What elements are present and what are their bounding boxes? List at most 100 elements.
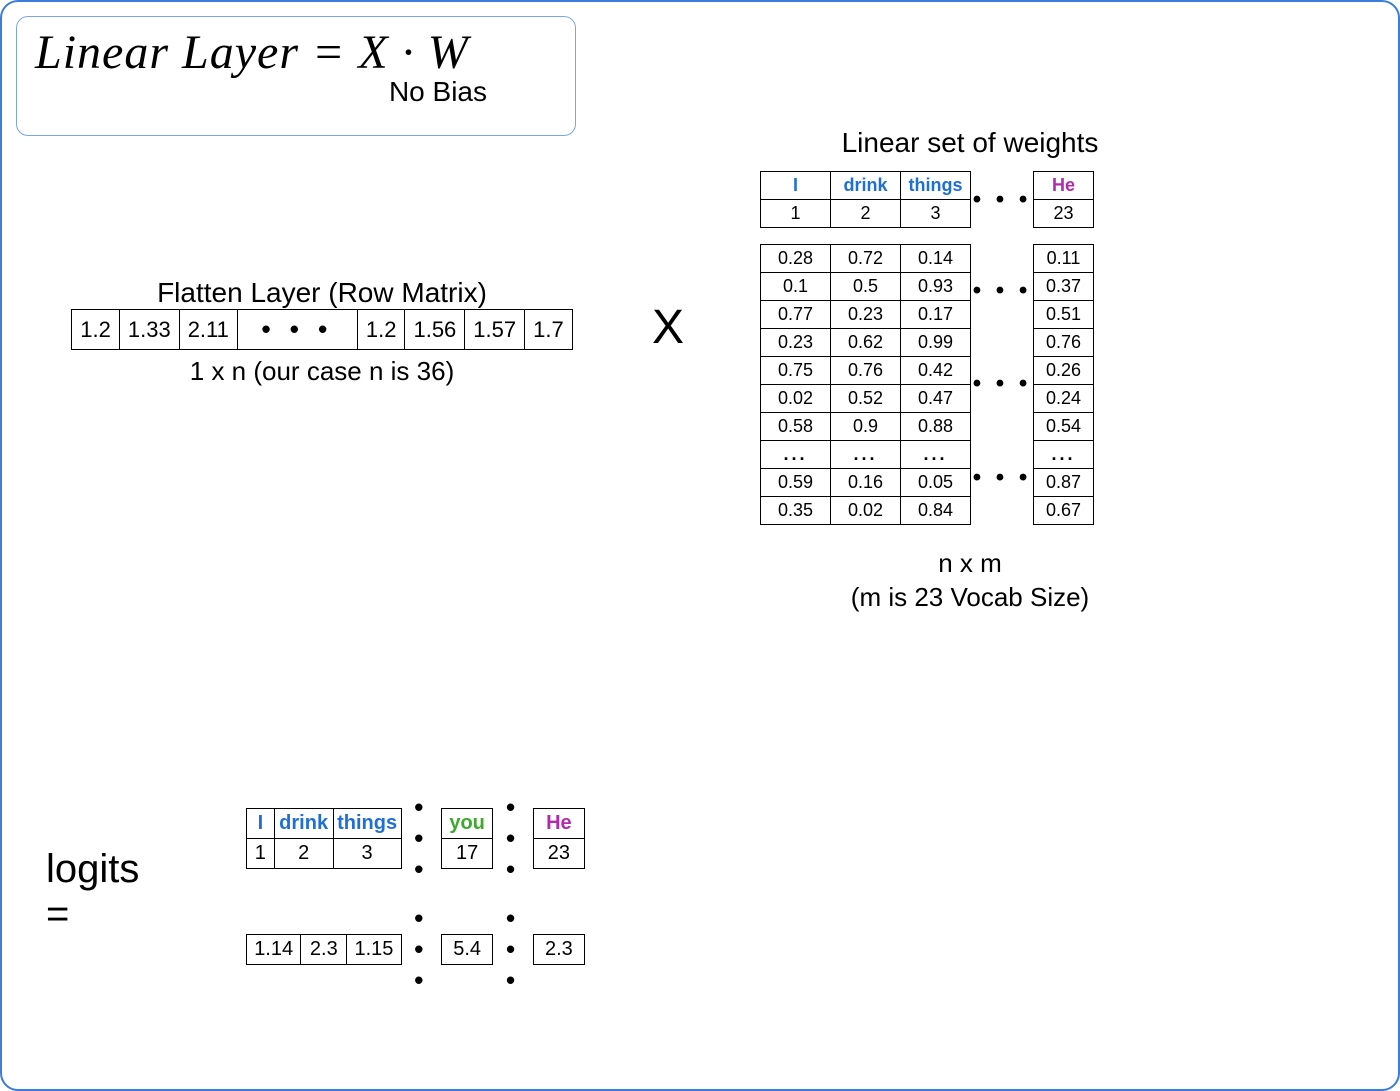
ellipsis-icon: • • • xyxy=(971,277,1033,305)
logits-values: 1.14 2.3 1.15 • • • 5.4 • • • 2.3 xyxy=(246,903,585,996)
logits-idx: 3 xyxy=(333,839,401,869)
weights-cell: 0.76 xyxy=(831,357,901,385)
weights-cell: 0.59 xyxy=(761,469,831,497)
weights-header-main: I drink things 1 2 3 xyxy=(760,171,971,228)
weights-cell: 0.26 xyxy=(1034,357,1094,385)
weights-section: Linear set of weights I drink things 1 2… xyxy=(760,127,1180,615)
weights-word: I xyxy=(761,172,831,200)
weights-cell: ... xyxy=(831,441,901,469)
logits-val: 1.14 xyxy=(247,935,301,965)
logits-val: 2.3 xyxy=(533,935,585,965)
weights-cell: 0.54 xyxy=(1034,413,1094,441)
weights-sub2: (m is 23 Vocab Size) xyxy=(851,582,1089,612)
weights-cell: 0.23 xyxy=(761,329,831,357)
flatten-cell: 1.7 xyxy=(525,310,573,350)
weights-last-table: 0.110.370.510.760.260.240.54...0.870.67 xyxy=(1033,244,1094,525)
weights-cell: 0.24 xyxy=(1034,385,1094,413)
weights-cell: 0.76 xyxy=(1034,329,1094,357)
weights-cell: 0.77 xyxy=(761,301,831,329)
ellipsis-icon: • • • xyxy=(971,186,1033,214)
weights-cell: 0.58 xyxy=(761,413,831,441)
ellipsis-icon: • • • xyxy=(493,792,532,885)
logits-val-mid: 5.4 xyxy=(441,934,494,965)
weights-idx: 1 xyxy=(761,200,831,228)
flatten-ellipsis: • • • xyxy=(237,310,357,350)
weights-cell: 0.1 xyxy=(761,273,831,301)
weights-cell: 0.35 xyxy=(761,497,831,525)
weights-cell: 0.75 xyxy=(761,357,831,385)
weights-cell: 0.28 xyxy=(761,245,831,273)
weights-cell: 0.02 xyxy=(761,385,831,413)
logits-val: 1.15 xyxy=(347,935,401,965)
weights-cell: 0.14 xyxy=(901,245,971,273)
flatten-cell: 1.56 xyxy=(405,310,465,350)
weights-cell: 0.93 xyxy=(901,273,971,301)
weights-cell: 0.72 xyxy=(831,245,901,273)
logits-val: 2.3 xyxy=(301,935,347,965)
logits-word: you xyxy=(441,809,493,839)
weights-cell: 0.37 xyxy=(1034,273,1094,301)
weights-word: things xyxy=(901,172,971,200)
formula-box: Linear Layer = X · W No Bias xyxy=(16,16,576,136)
ellipsis-icon: • • • xyxy=(402,903,441,996)
weights-cell: 0.67 xyxy=(1034,497,1094,525)
formula-sub: No Bias xyxy=(35,76,557,108)
weights-cell: ... xyxy=(761,441,831,469)
weights-cell: 0.62 xyxy=(831,329,901,357)
weights-idx: 3 xyxy=(901,200,971,228)
weights-main-table: 0.280.720.140.10.50.930.770.230.170.230.… xyxy=(760,244,971,525)
logits-label: logits = xyxy=(46,847,139,937)
flatten-title: Flatten Layer (Row Matrix) xyxy=(42,277,602,309)
weights-word: He xyxy=(1034,172,1094,200)
ellipsis-icon: • • • xyxy=(493,903,532,996)
weights-idx: 2 xyxy=(831,200,901,228)
weights-cell: 0.87 xyxy=(1034,469,1094,497)
flatten-section: Flatten Layer (Row Matrix) 1.2 1.33 2.11… xyxy=(42,277,602,387)
flatten-cell: 1.2 xyxy=(72,310,120,350)
weights-word: drink xyxy=(831,172,901,200)
ellipsis-icon: • • • xyxy=(971,464,1033,492)
logits-word: He xyxy=(533,809,585,839)
flatten-cell: 1.2 xyxy=(357,310,405,350)
ellipsis-icon: • • • xyxy=(971,370,1033,398)
logits-val: 5.4 xyxy=(441,935,493,965)
logits-idx: 1 xyxy=(247,839,275,869)
logits-body: I drink things 1 2 3 • • • you 17 • • • xyxy=(246,792,585,996)
formula-text: Linear Layer = X · W xyxy=(35,25,557,80)
weights-cell: 0.99 xyxy=(901,329,971,357)
weights-cell: 0.52 xyxy=(831,385,901,413)
flatten-sub: 1 x n (our case n is 36) xyxy=(42,356,602,387)
logits-word: I xyxy=(247,809,275,839)
weights-title: Linear set of weights xyxy=(760,127,1180,159)
weights-cell: 0.5 xyxy=(831,273,901,301)
weights-cell: 0.9 xyxy=(831,413,901,441)
weights-cell: 0.05 xyxy=(901,469,971,497)
weights-header: I drink things 1 2 3 • • • He 23 xyxy=(760,171,1180,228)
logits-idx: 23 xyxy=(533,839,585,869)
weights-body: 0.280.720.140.10.50.930.770.230.170.230.… xyxy=(760,244,1180,525)
weights-cell: 0.02 xyxy=(831,497,901,525)
logits-val-main: 1.14 2.3 1.15 xyxy=(246,934,402,965)
flatten-cell: 1.57 xyxy=(465,310,525,350)
diagram-canvas: Linear Layer = X · W No Bias Flatten Lay… xyxy=(0,0,1400,1091)
weights-cell: 0.16 xyxy=(831,469,901,497)
weights-cell: 0.23 xyxy=(831,301,901,329)
weights-cell: 0.47 xyxy=(901,385,971,413)
weights-sub1: n x m xyxy=(938,548,1002,578)
logits-head-main: I drink things 1 2 3 xyxy=(246,808,402,869)
weights-idx: 23 xyxy=(1034,200,1094,228)
ellipsis-icon: • • • xyxy=(402,792,441,885)
logits-word: things xyxy=(333,809,401,839)
weights-cell: ... xyxy=(1034,441,1094,469)
weights-cell: 0.84 xyxy=(901,497,971,525)
logits-idx: 2 xyxy=(274,839,333,869)
weights-cell: ... xyxy=(901,441,971,469)
weights-cell: 0.42 xyxy=(901,357,971,385)
logits-val-last: 2.3 xyxy=(533,934,586,965)
logits-head-mid: you 17 xyxy=(441,808,494,869)
logits-idx: 17 xyxy=(441,839,493,869)
weights-header-last: He 23 xyxy=(1033,171,1094,228)
logits-header: I drink things 1 2 3 • • • you 17 • • • xyxy=(246,792,585,885)
weights-cell: 0.88 xyxy=(901,413,971,441)
flatten-cell: 1.33 xyxy=(119,310,179,350)
